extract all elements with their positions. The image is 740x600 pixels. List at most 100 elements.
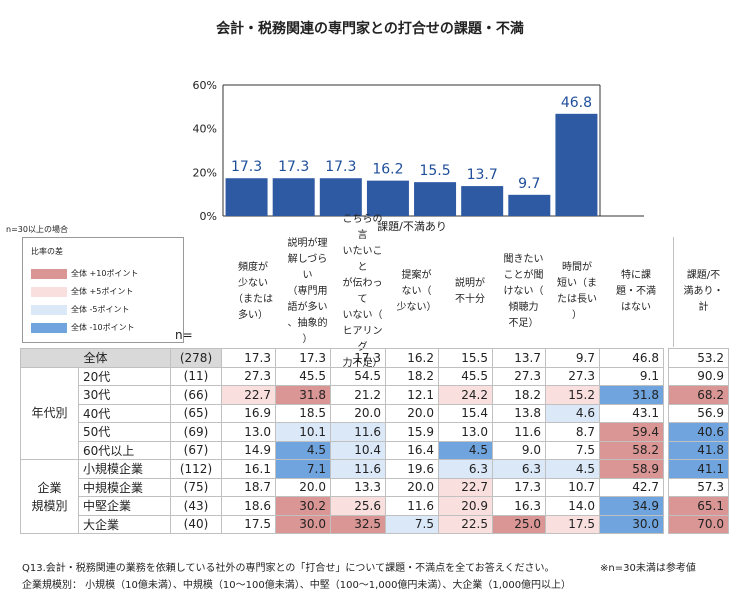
table-cell: 12.1 bbox=[385, 385, 439, 405]
table-cell: 27.3 bbox=[492, 366, 546, 386]
table-row: 中規模企業 (75) 18.7 20.0 13.3 20.0 22.7 17.3 10.7 42.… bbox=[21, 477, 729, 497]
table-cell: 22.5 bbox=[438, 514, 493, 534]
row-label: 小規模企業 bbox=[78, 459, 171, 479]
table-cell: 56.9 bbox=[668, 403, 729, 423]
table-row: 企業 規模別 小規模企業 (112) 16.1 7.1 11.6 19.6 6.3 6.3 4.5… bbox=[20, 459, 729, 534]
legend-item: 全体 +5ポイント bbox=[31, 286, 133, 298]
column-header: 特に課 題・不満 はない bbox=[616, 270, 656, 313]
table-cell: 7.1 bbox=[275, 459, 331, 479]
table-cell: 6.3 bbox=[492, 459, 546, 479]
table-row: 中堅企業 (43) 18.6 30.2 25.6 11.6 20.9 16.3 14.0 34.9… bbox=[21, 496, 729, 516]
table-cell: 18.7 bbox=[221, 477, 276, 497]
bar-value-label: 17.3 bbox=[325, 159, 356, 175]
footnote-question: Q13.会計・税務関連の業務を依頼している社外の専門家との「打合せ」について課題… bbox=[22, 563, 555, 574]
table-cell: 20.9 bbox=[438, 496, 493, 516]
column-header: 説明が理 解しづらい （専門用 語が多い 、抽象的 ） bbox=[287, 238, 328, 345]
row-n: (278) bbox=[170, 348, 222, 368]
column-header: 聞きたい ことが聞 けない（ 傾聴力 不足） bbox=[503, 254, 544, 329]
bar-value-label: 15.5 bbox=[419, 163, 450, 179]
row-label: 全体 bbox=[20, 348, 171, 368]
table-row: 40代 (65) 16.9 18.5 20.0 20.0 15.4 13.8 4.6 43.1 56… bbox=[21, 403, 729, 423]
table-row: 30代 (66) 22.7 31.8 21.2 12.1 24.2 18.2 15.2 31.8 6… bbox=[21, 385, 729, 405]
table-cell: 15.9 bbox=[385, 422, 439, 442]
bar-value-label: 46.8 bbox=[561, 95, 592, 111]
table-cell: 40.6 bbox=[668, 422, 729, 442]
bar-value-label: 16.2 bbox=[372, 162, 403, 178]
table-cell: 17.3 bbox=[330, 348, 386, 368]
table-cell: 18.5 bbox=[275, 403, 331, 423]
table-cell: 16.4 bbox=[385, 440, 439, 460]
table-cell: 16.9 bbox=[221, 403, 276, 423]
table-cell: 13.7 bbox=[492, 348, 546, 368]
table-cell: 57.3 bbox=[668, 477, 729, 497]
table-cell: 68.2 bbox=[668, 385, 729, 405]
bar bbox=[225, 178, 268, 216]
table-cell: 13.0 bbox=[221, 422, 276, 442]
bar bbox=[508, 194, 551, 216]
row-n: (112) bbox=[170, 459, 222, 479]
table-cell: 10.1 bbox=[275, 422, 331, 442]
table-cell: 32.5 bbox=[330, 514, 386, 534]
table-cell: 4.5 bbox=[275, 440, 331, 460]
row-n: (65) bbox=[170, 403, 222, 423]
data-table: 全体 (278) 17.3 17.3 17.3 16.2 15.5 13.7 9.7 46.8 53… bbox=[20, 348, 729, 534]
table-cell: 9.1 bbox=[599, 366, 664, 386]
table-cell: 59.4 bbox=[599, 422, 664, 442]
table-cell: 18.2 bbox=[492, 385, 546, 405]
table-cell: 11.6 bbox=[492, 422, 546, 442]
column-header: こちらの言 いたいこと が伝わって いない（ ヒアリング 力不足） bbox=[342, 214, 383, 369]
table-row: 年代別 20代 (11) 27.3 45.5 54.5 18.2 45.5 27.3 27.3 9.… bbox=[20, 366, 729, 460]
row-label: 大企業 bbox=[78, 514, 171, 534]
row-label: 40代 bbox=[78, 403, 171, 423]
column-header: 頻度が 少ない （または 多い） bbox=[233, 262, 273, 321]
header-group: 課題/不満あり bbox=[377, 220, 447, 233]
table-cell: 31.8 bbox=[599, 385, 664, 405]
legend-label: 全体 +10ポイント bbox=[71, 269, 139, 278]
bar bbox=[366, 180, 409, 216]
group-label: 年代別 bbox=[20, 366, 79, 460]
legend-swatch bbox=[31, 305, 67, 315]
legend-swatch bbox=[31, 323, 67, 333]
table-cell: 10.7 bbox=[545, 477, 600, 497]
bar bbox=[461, 186, 504, 216]
row-label: 30代 bbox=[78, 385, 171, 405]
column-header: 時間が 短い（ま たは長い ） bbox=[557, 262, 597, 321]
table-cell: 9.7 bbox=[545, 348, 600, 368]
bar-value-label: 17.3 bbox=[278, 159, 309, 175]
table-cell: 18.6 bbox=[221, 496, 276, 516]
table-cell: 7.5 bbox=[545, 440, 600, 460]
y-tick-label: 60% bbox=[193, 79, 217, 92]
table-cell: 41.1 bbox=[668, 459, 729, 479]
table-cell: 25.6 bbox=[330, 496, 386, 516]
table-row: 全体 (278) 17.3 17.3 17.3 16.2 15.5 13.7 9.7 46.8 53… bbox=[20, 348, 729, 368]
table-cell: 10.4 bbox=[330, 440, 386, 460]
row-n: (67) bbox=[170, 440, 222, 460]
table-cell: 15.5 bbox=[438, 348, 493, 368]
table-cell: 41.8 bbox=[668, 440, 729, 460]
legend-item: 全体 -10ポイント bbox=[31, 322, 135, 334]
table-cell: 15.4 bbox=[438, 403, 493, 423]
table-row: 60代以上 (67) 14.9 4.5 10.4 16.4 4.5 9.0 7.5 58.2 41.… bbox=[21, 440, 729, 460]
n-label: n= bbox=[175, 328, 193, 342]
bar bbox=[555, 113, 598, 216]
table-cell: 16.3 bbox=[492, 496, 546, 516]
column-header: 提案が ない（ 少ない） bbox=[396, 270, 437, 313]
table-cell: 42.7 bbox=[599, 477, 664, 497]
table-cell: 19.6 bbox=[385, 459, 439, 479]
column-header: 説明が 不十分 bbox=[455, 278, 485, 305]
legend-label: 全体 -10ポイント bbox=[71, 323, 135, 332]
legend-title: 比率の差 bbox=[31, 247, 63, 256]
table-cell: 25.0 bbox=[492, 514, 546, 534]
table-cell: 30.0 bbox=[599, 514, 664, 534]
table-cell: 13.0 bbox=[438, 422, 493, 442]
column-header: 課題/不 満あり・ 計 bbox=[673, 237, 733, 347]
table-cell: 20.0 bbox=[275, 477, 331, 497]
group-label: 企業 規模別 bbox=[20, 459, 79, 534]
legend: 比率の差 全体 +10ポイント 全体 +5ポイント 全体 -5ポイント 全体 -… bbox=[22, 237, 184, 343]
legend-label: 全体 -5ポイント bbox=[71, 305, 130, 314]
footnote-size-definition: 企業規模別： 小規模（10億未満）、中規模（10～100億未満）、中堅（100～… bbox=[22, 580, 572, 591]
condition-note: n=30以上の場合 bbox=[6, 225, 68, 234]
table-row: 50代 (69) 13.0 10.1 11.6 15.9 13.0 11.6 8.7 59.4 40… bbox=[21, 422, 729, 442]
table-cell: 34.9 bbox=[599, 496, 664, 516]
chart-title: 会計・税務関連の専門家との打合せの課題・不満 bbox=[216, 21, 524, 37]
